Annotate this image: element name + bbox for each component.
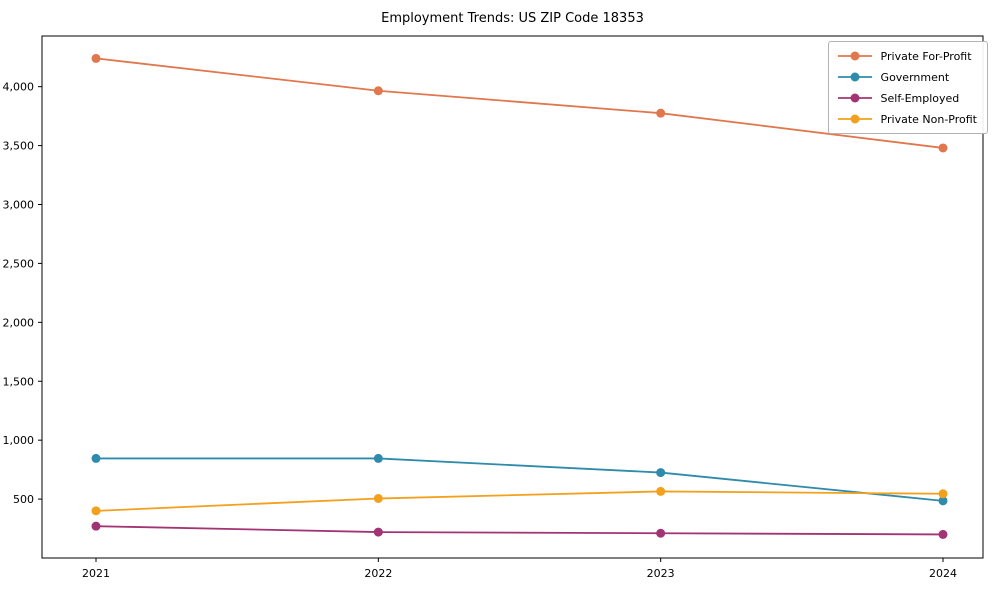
data-point-marker — [938, 496, 948, 506]
legend-marker-icon — [837, 51, 872, 61]
legend-marker-icon — [837, 114, 872, 124]
series-line-private-non-profit — [95, 490, 944, 512]
legend-label: Private Non-Profit — [880, 112, 977, 126]
data-point-marker — [91, 453, 101, 463]
series-line-government — [95, 457, 944, 502]
data-point-marker — [938, 529, 948, 539]
legend-circle-marker — [850, 114, 860, 124]
y-tick-label: 500 — [13, 493, 34, 506]
y-tick-label: 1,000 — [3, 434, 35, 447]
legend-item: Government — [837, 69, 977, 85]
data-point-marker — [91, 521, 101, 531]
legend-label: Private For-Profit — [880, 49, 972, 63]
data-point-marker — [373, 527, 383, 537]
data-point-marker — [656, 486, 666, 496]
legend-circle-marker — [850, 51, 860, 61]
data-point-marker — [938, 143, 948, 153]
data-point-marker — [91, 53, 101, 63]
series-line-self-employed — [95, 525, 944, 536]
data-point-marker — [938, 489, 948, 499]
legend-marker-icon — [837, 93, 872, 103]
data-point-marker — [373, 86, 383, 96]
y-tick-label: 3,000 — [3, 199, 35, 212]
x-tick-label: 2023 — [647, 567, 675, 580]
data-point-marker — [656, 528, 666, 538]
legend-marker-icon — [837, 72, 872, 82]
legend-circle-marker — [850, 72, 860, 82]
x-tick-label: 2024 — [929, 567, 957, 580]
data-point-marker — [656, 468, 666, 478]
y-tick-label: 2,500 — [3, 257, 35, 270]
data-point-marker — [373, 493, 383, 503]
legend-label: Self-Employed — [880, 91, 960, 105]
data-point-marker — [373, 453, 383, 463]
x-tick-label: 2021 — [82, 567, 110, 580]
legend-item: Self-Employed — [837, 90, 977, 106]
legend-item: Private For-Profit — [837, 48, 977, 64]
data-point-marker — [91, 506, 101, 516]
chart-title: Employment Trends: US ZIP Code 18353 — [381, 11, 644, 26]
plot-area-border — [41, 35, 984, 559]
y-tick-label: 1,500 — [3, 375, 35, 388]
y-tick-label: 3,500 — [3, 140, 35, 153]
series-line-private-for-profit — [95, 57, 944, 149]
legend-item: Private Non-Profit — [837, 111, 977, 127]
y-tick-label: 2,000 — [3, 316, 35, 329]
x-tick-label: 2022 — [364, 567, 392, 580]
legend-label: Government — [880, 70, 950, 84]
y-tick-label: 4,000 — [3, 81, 35, 94]
data-point-marker — [656, 108, 666, 118]
legend-circle-marker — [850, 93, 860, 103]
legend: Private For-Profit Government Self-Employe… — [827, 41, 988, 134]
